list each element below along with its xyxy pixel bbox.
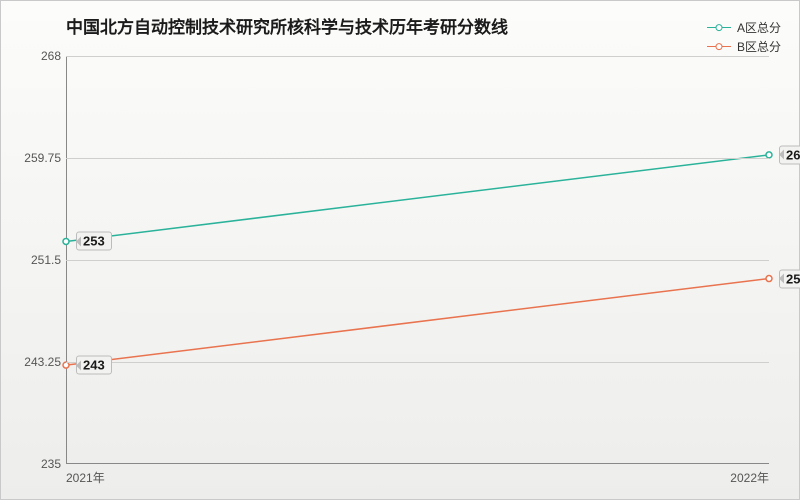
gridline <box>66 260 769 261</box>
x-tick-label: 2021年 <box>66 469 105 486</box>
gridline <box>66 56 769 57</box>
series-line <box>66 155 769 242</box>
legend-label: B区总分 <box>737 38 781 55</box>
series-line <box>66 279 769 366</box>
y-tick-label: 243.25 <box>11 355 61 369</box>
legend: A区总分 B区总分 <box>707 19 781 57</box>
legend-label: A区总分 <box>737 19 781 36</box>
y-tick-label: 259.75 <box>11 151 61 165</box>
x-tick-label: 2022年 <box>730 469 769 486</box>
chart-title: 中国北方自动控制技术研究所核科学与技术历年考研分数线 <box>66 13 508 38</box>
legend-item: A区总分 <box>707 19 781 36</box>
series-marker <box>63 238 69 244</box>
y-tick-label: 235 <box>11 457 61 471</box>
legend-marker <box>715 24 722 31</box>
y-tick-label: 251.5 <box>11 253 61 267</box>
gridline <box>66 362 769 363</box>
gridline <box>66 158 769 159</box>
chart-container: 中国北方自动控制技术研究所核科学与技术历年考研分数线 A区总分B区总分 2352… <box>0 0 800 500</box>
y-tick-label: 268 <box>11 49 61 63</box>
series-marker <box>766 276 772 282</box>
legend-marker <box>715 43 722 50</box>
legend-item: B区总分 <box>707 38 781 55</box>
legend-swatch <box>707 27 731 28</box>
value-label: 260 <box>779 145 800 164</box>
series-marker <box>766 152 772 158</box>
plot-area: 235243.25251.5259.752682021年2022年2532602… <box>66 56 769 464</box>
value-label: 250 <box>779 269 800 288</box>
legend-swatch <box>707 46 731 47</box>
